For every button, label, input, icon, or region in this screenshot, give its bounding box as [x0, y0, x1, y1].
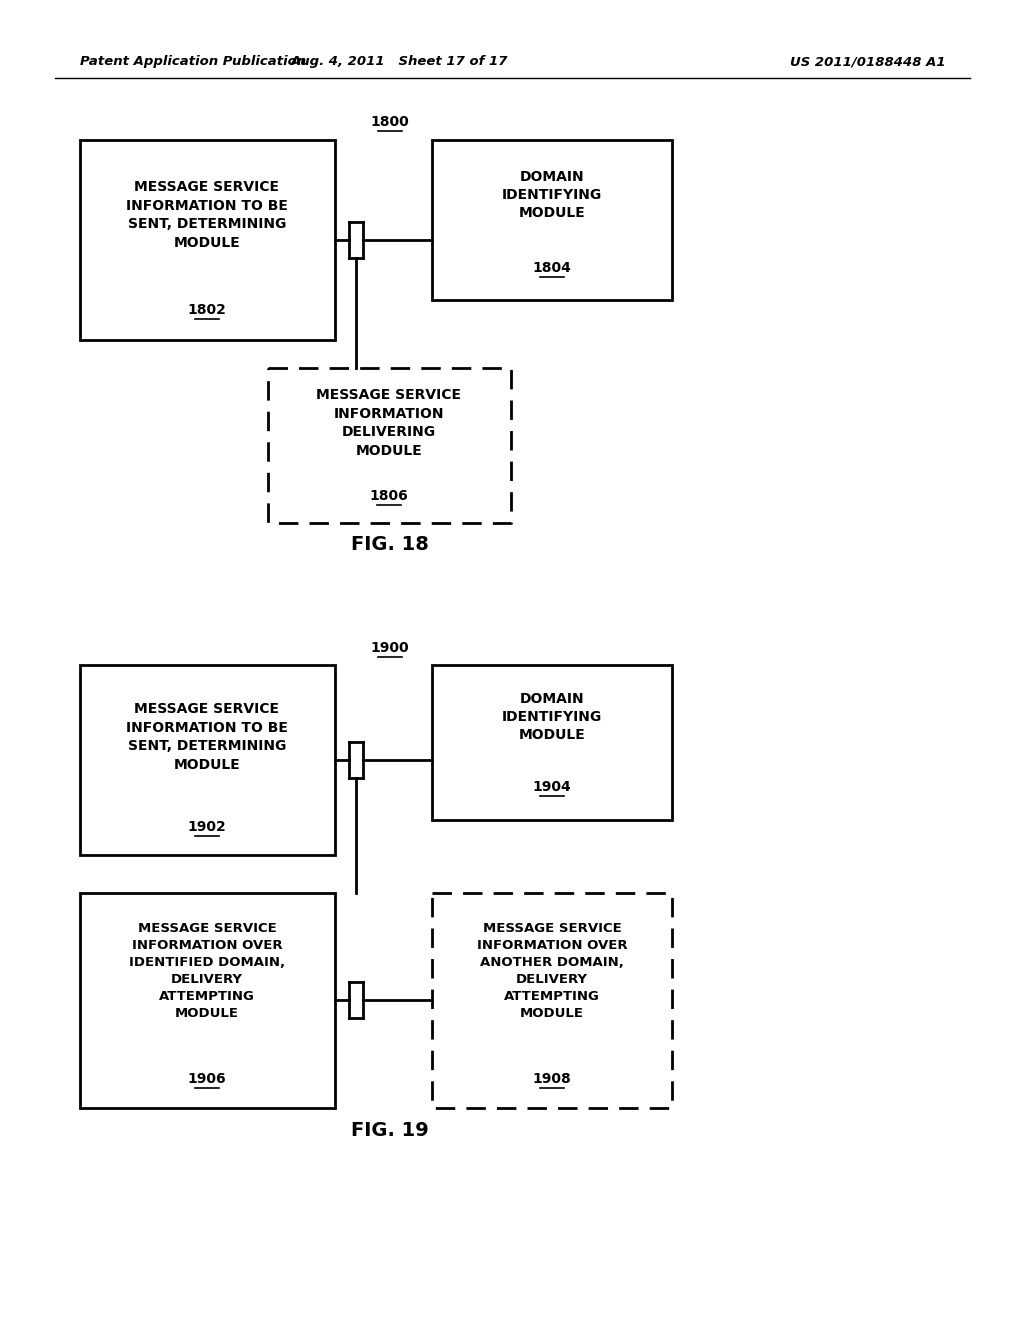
Text: MESSAGE SERVICE
INFORMATION OVER
IDENTIFIED DOMAIN,
DELIVERY
ATTEMPTING
MODULE: MESSAGE SERVICE INFORMATION OVER IDENTIF… [129, 921, 285, 1020]
Text: MESSAGE SERVICE
INFORMATION
DELIVERING
MODULE: MESSAGE SERVICE INFORMATION DELIVERING M… [316, 388, 462, 458]
Text: DOMAIN
IDENTIFYING
MODULE: DOMAIN IDENTIFYING MODULE [502, 692, 602, 742]
Text: FIG. 19: FIG. 19 [351, 1121, 429, 1139]
Bar [432, 665, 672, 820]
Text: FIG. 18: FIG. 18 [351, 536, 429, 554]
Bar [80, 894, 335, 1107]
Text: 1900: 1900 [371, 642, 410, 655]
Text: 1902: 1902 [187, 820, 226, 834]
Text: MESSAGE SERVICE
INFORMATION TO BE
SENT, DETERMINING
MODULE: MESSAGE SERVICE INFORMATION TO BE SENT, … [126, 181, 288, 249]
Text: 1804: 1804 [532, 261, 571, 275]
Text: 1802: 1802 [187, 304, 226, 317]
Text: DOMAIN
IDENTIFYING
MODULE: DOMAIN IDENTIFYING MODULE [502, 169, 602, 220]
Text: 1904: 1904 [532, 780, 571, 795]
Text: MESSAGE SERVICE
INFORMATION TO BE
SENT, DETERMINING
MODULE: MESSAGE SERVICE INFORMATION TO BE SENT, … [126, 702, 288, 772]
Text: US 2011/0188448 A1: US 2011/0188448 A1 [790, 55, 945, 69]
Text: Patent Application Publication: Patent Application Publication [80, 55, 306, 69]
Bar [80, 140, 335, 341]
Bar [432, 140, 672, 300]
Bar [80, 665, 335, 855]
Text: 1806: 1806 [370, 488, 409, 503]
Text: 1908: 1908 [532, 1072, 571, 1086]
Text: 1800: 1800 [371, 115, 410, 129]
Text: MESSAGE SERVICE
INFORMATION OVER
ANOTHER DOMAIN,
DELIVERY
ATTEMPTING
MODULE: MESSAGE SERVICE INFORMATION OVER ANOTHER… [477, 921, 628, 1020]
Text: Aug. 4, 2011   Sheet 17 of 17: Aug. 4, 2011 Sheet 17 of 17 [291, 55, 509, 69]
Bar [432, 894, 672, 1107]
Text: 1906: 1906 [187, 1072, 226, 1086]
Bar [268, 368, 511, 523]
